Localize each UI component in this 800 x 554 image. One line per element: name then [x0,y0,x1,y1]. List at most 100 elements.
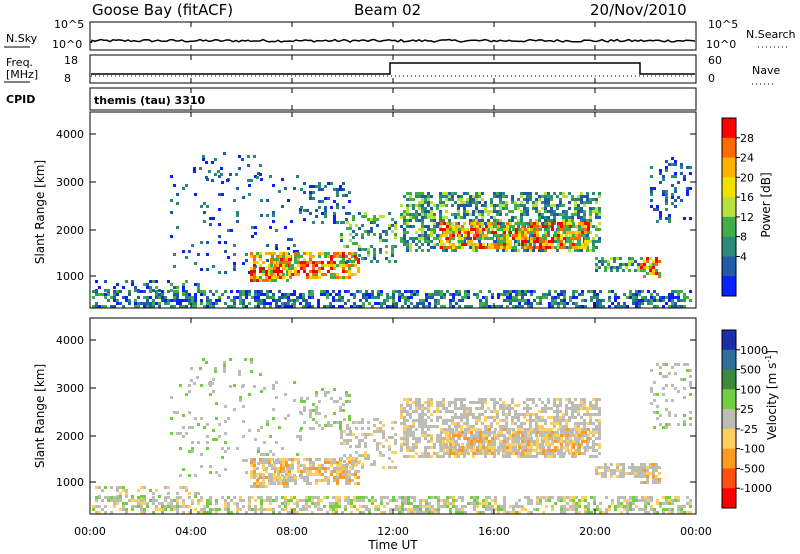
heatmap-cell [116,302,119,305]
heatmap-cell [341,511,344,514]
heatmap-cell [595,210,598,213]
heatmap-cell [680,199,683,202]
heatmap-cell [344,508,347,511]
heatmap-cell [563,431,566,434]
heatmap-cell [278,190,281,193]
heatmap-cell [650,369,653,372]
heatmap-cell [279,276,282,279]
heatmap-cell [206,299,209,302]
heatmap-cell [303,464,306,467]
heatmap-cell [422,305,425,308]
heatmap-cell [401,502,404,505]
heatmap-cell [104,289,107,292]
heatmap-cell [167,492,170,495]
heatmap-cell [640,466,643,469]
heatmap-cell [470,446,473,449]
heatmap-cell [315,406,318,409]
heatmap-cell [565,425,568,428]
heatmap-cell [614,505,617,508]
heatmap-cell [515,243,518,246]
heatmap-cell [361,454,364,457]
heatmap-cell [410,302,413,305]
heatmap-cell [309,185,312,188]
heatmap-cell [539,431,542,434]
power-colorbar-label: Power [dB] [759,172,773,237]
heatmap-cell [361,248,364,251]
heatmap-cell [635,505,638,508]
heatmap-cell [656,305,659,308]
heatmap-cell [371,496,374,499]
heatmap-cell [461,505,464,508]
heatmap-cell [449,302,452,305]
heatmap-cell [179,299,182,302]
heatmap-cell [629,296,632,299]
heatmap-cell [464,428,467,431]
heatmap-cell [296,505,299,508]
heatmap-cell [250,461,253,464]
heatmap-cell [583,425,586,428]
heatmap-cell [554,302,557,305]
heatmap-cell [572,496,575,499]
heatmap-cell [506,449,509,452]
heatmap-cell [511,195,514,198]
heatmap-cell [461,446,464,449]
heatmap-cell [419,508,422,511]
heatmap-cell [442,398,445,401]
heatmap-cell [297,270,300,273]
heatmap-cell [439,216,442,219]
heatmap-cell [286,273,289,276]
heatmap-cell [671,508,674,511]
heatmap-cell [95,496,98,499]
heatmap-cell [248,393,251,396]
heatmap-cell [400,216,403,219]
heatmap-cell [451,428,454,431]
heatmap-cell [517,425,520,428]
heatmap-cell [155,290,158,293]
heatmap-cell [364,248,367,251]
heatmap-cell [596,508,599,511]
heatmap-cell [253,255,256,258]
heatmap-cell [602,305,605,308]
heatmap-cell [125,296,128,299]
heatmap-cell [354,473,357,476]
heatmap-cell [352,421,355,424]
heatmap-cell [293,399,296,402]
heatmap-cell [200,511,203,514]
heatmap-cell [520,219,523,222]
heatmap-cell [409,431,412,434]
heatmap-cell [529,234,532,237]
heatmap-cell [256,473,259,476]
heatmap-cell [686,166,689,169]
heatmap-cell [448,219,451,222]
heatmap-cell [601,475,604,478]
heatmap-cell [199,167,202,170]
heatmap-cell [265,270,268,273]
heatmap-cell [333,421,336,424]
heatmap-cell [294,273,297,276]
heatmap-cell [336,470,339,473]
heatmap-cell [101,508,104,511]
heatmap-cell [560,237,563,240]
heatmap-cell [518,431,521,434]
heatmap-cell [440,228,443,231]
heatmap-cell [351,252,354,255]
heatmap-cell [303,258,306,261]
heatmap-cell [276,461,279,464]
heatmap-cell [568,416,571,419]
heatmap-cell [340,239,343,242]
heatmap-cell [446,496,449,499]
heatmap-cell [326,290,329,293]
heatmap-cell [493,210,496,213]
heatmap-cell [409,249,412,252]
heatmap-cell [499,192,502,195]
heatmap-cell [470,443,473,446]
heatmap-cell [553,416,556,419]
heatmap-cell [356,290,359,293]
heatmap-cell [406,401,409,404]
heatmap-cell [656,299,659,302]
heatmap-cell [439,204,442,207]
heatmap-cell [300,464,303,467]
heatmap-cell [655,478,658,481]
heatmap-cell [209,499,212,502]
heatmap-cell [291,476,294,479]
